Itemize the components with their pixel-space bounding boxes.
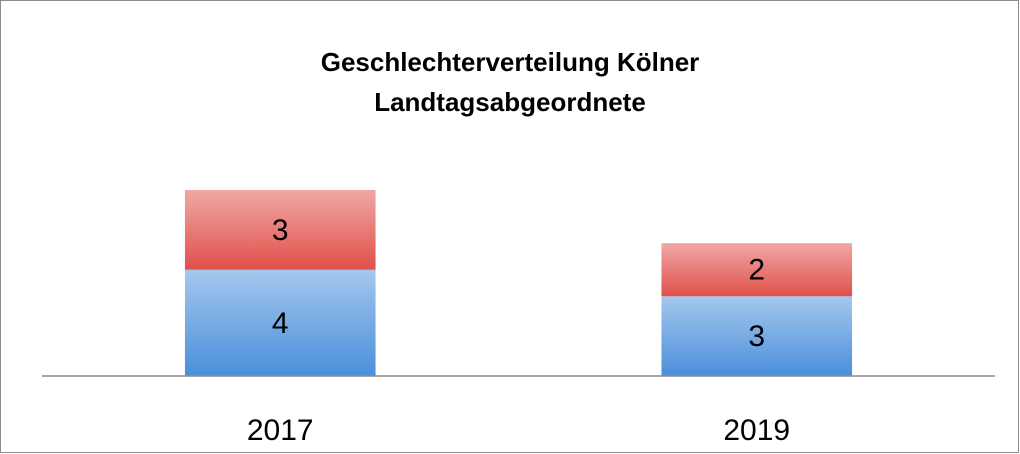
data-label: 3: [748, 320, 765, 353]
bar-segment: [184, 190, 376, 270]
x-tick-label: 2017: [247, 414, 314, 447]
chart-title: Geschlechterverteilung Kölner Landtagsab…: [320, 47, 700, 117]
bar-segment: [661, 243, 853, 297]
bar-segment: [184, 269, 376, 376]
data-label: 2: [748, 254, 765, 287]
bar-segment: [661, 296, 853, 376]
data-label: 4: [272, 307, 289, 340]
x-tick-label: 2019: [723, 414, 790, 447]
data-label: 3: [272, 214, 289, 247]
